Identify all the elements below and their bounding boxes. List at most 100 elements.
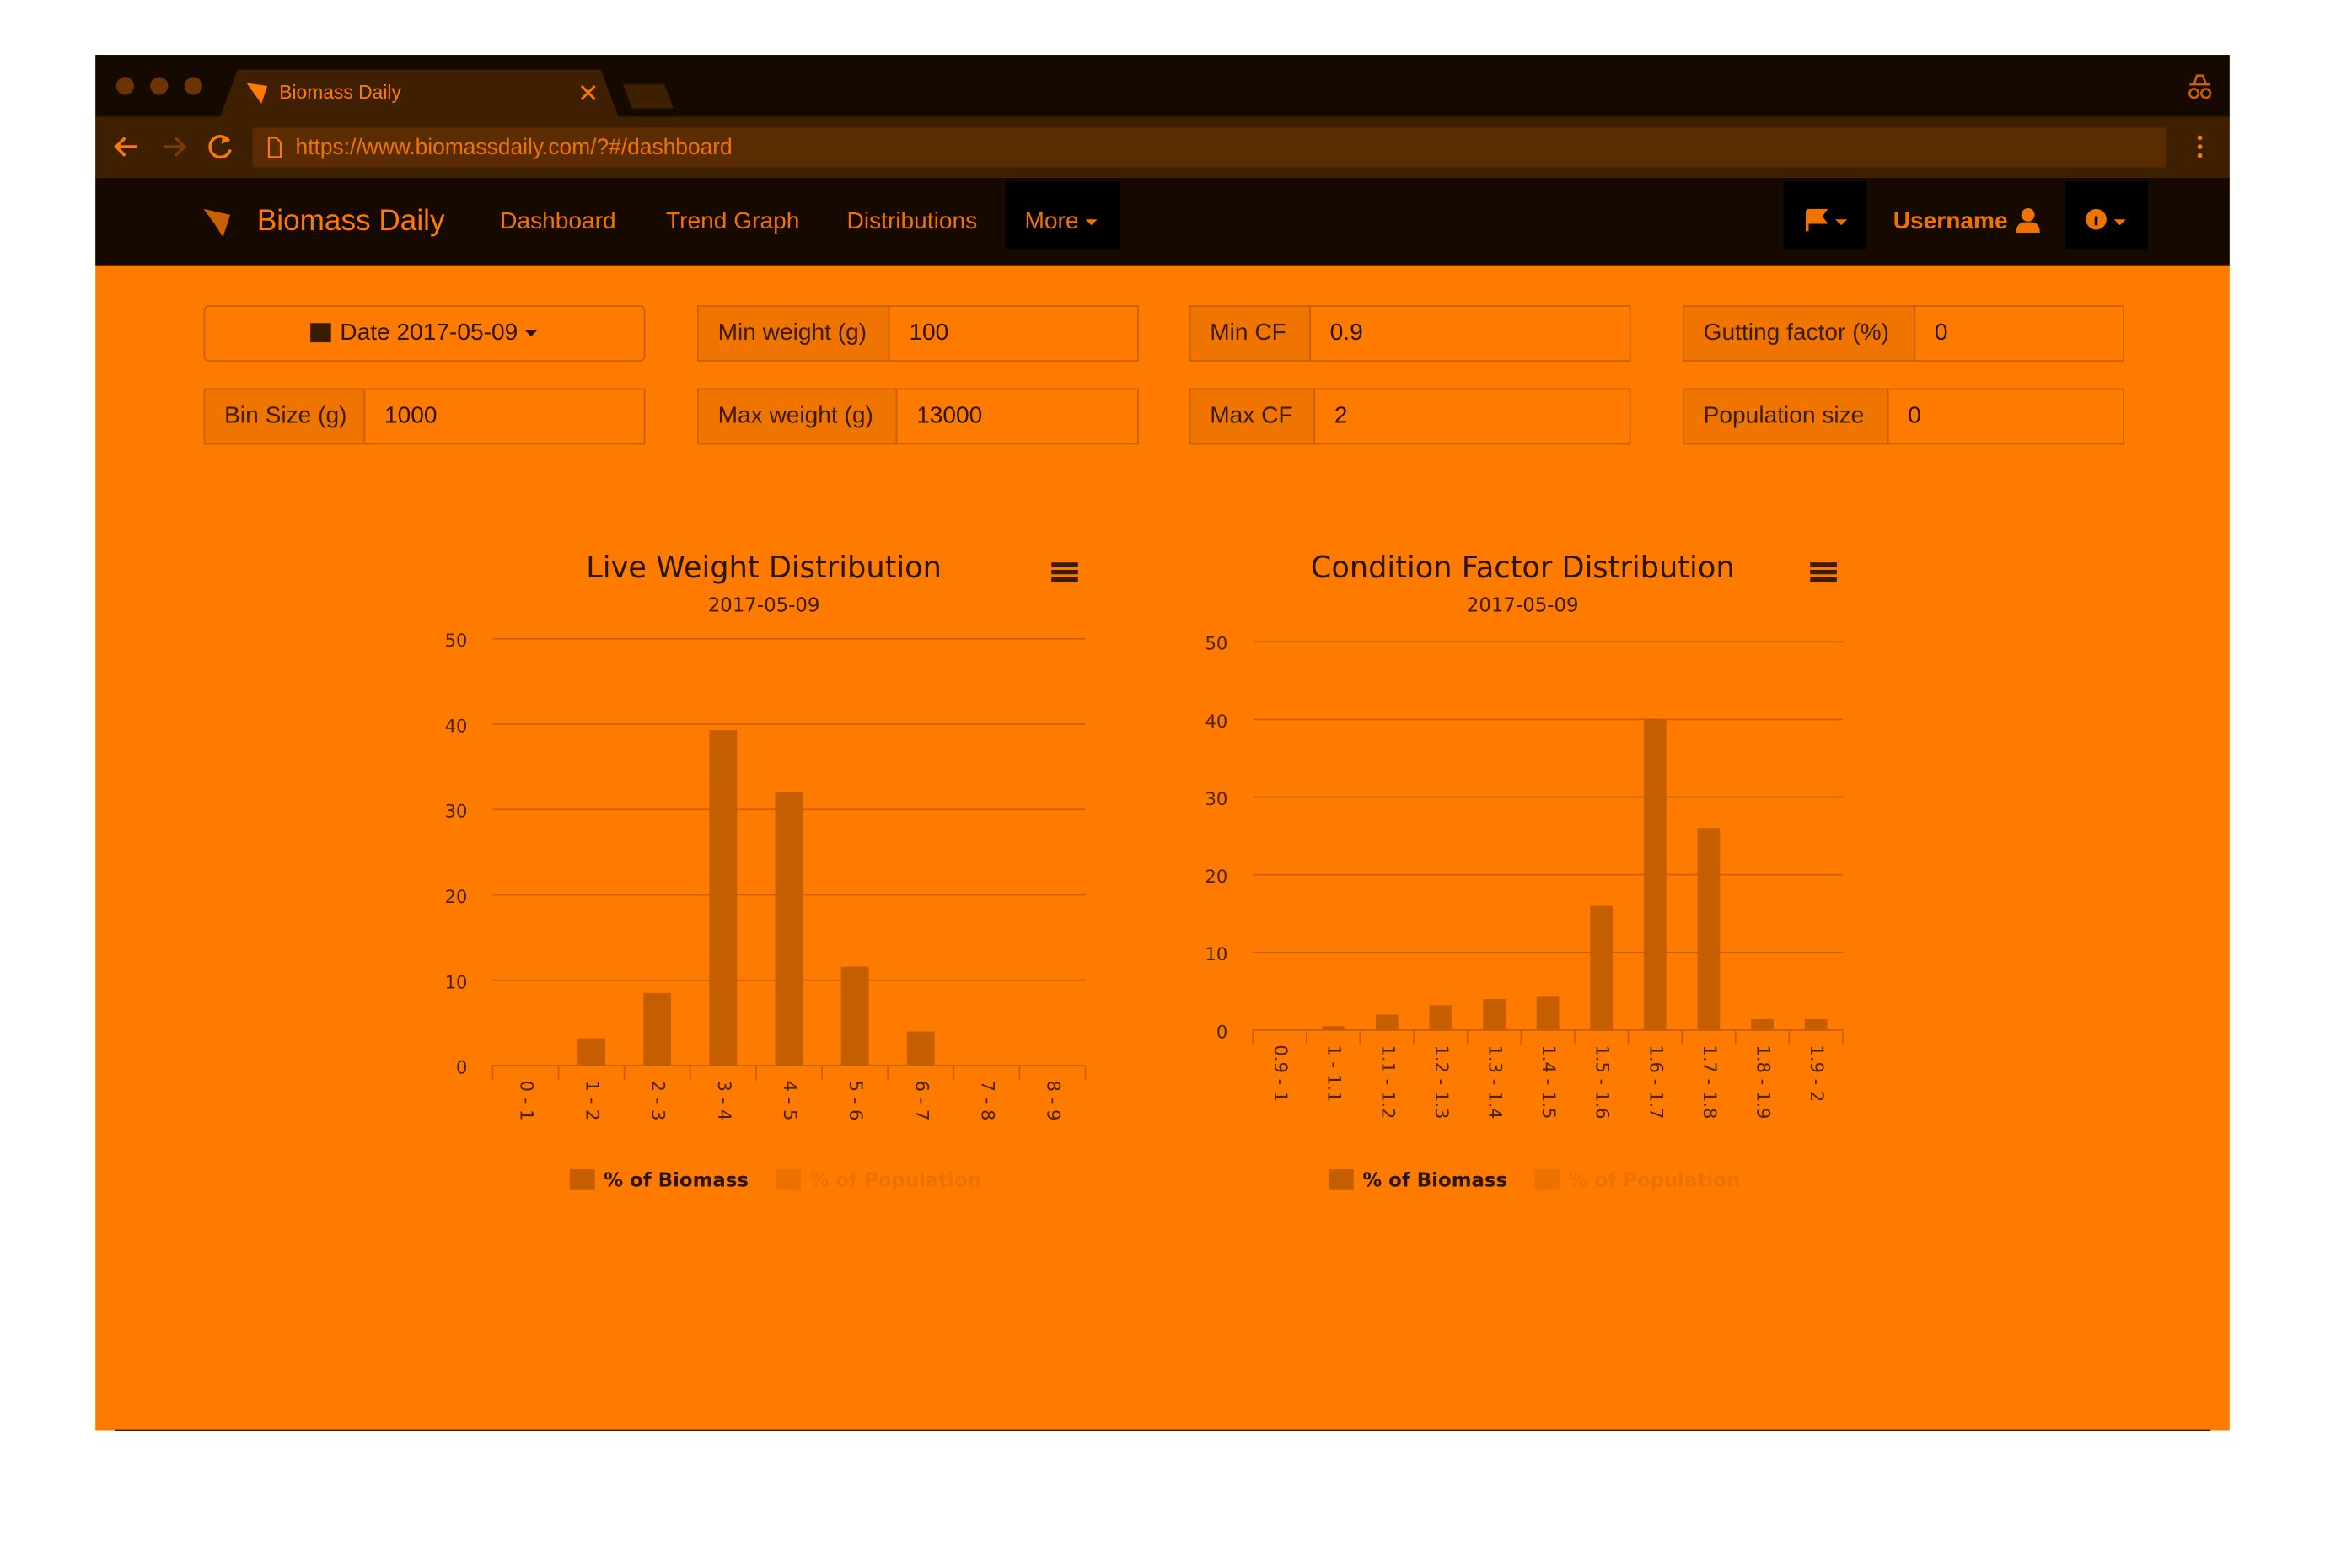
incognito-glasses	[2200, 88, 2212, 99]
input-addon	[1683, 305, 1916, 362]
input-field[interactable]	[1914, 305, 2124, 362]
y-tick-label: 20	[445, 886, 468, 907]
chart-title: Condition Factor Distribution	[1311, 550, 1735, 585]
chart-menu	[1051, 562, 1078, 567]
y-tick-label: 10	[1205, 943, 1228, 964]
reload-button[interactable]	[208, 135, 232, 159]
x-tick-label: 1.5 - 1.6	[1592, 1044, 1614, 1119]
calendar-icon	[310, 323, 331, 343]
input-field[interactable]	[1313, 388, 1631, 445]
incognito-glasses	[2188, 88, 2200, 99]
tab-title: Biomass Daily	[279, 81, 401, 103]
y-tick-label: 50	[445, 630, 468, 651]
x-tick-label: 1.8 - 1.9	[1753, 1044, 1775, 1119]
x-tick-label: 1 - 1.1	[1324, 1044, 1345, 1102]
nav-more: More	[1025, 207, 1079, 234]
window-maximize[interactable]	[184, 77, 202, 95]
nav-link[interactable]: Distributions	[847, 207, 978, 234]
forward-button[interactable]	[164, 137, 187, 157]
more-dropdown[interactable]	[1005, 180, 1120, 250]
info-icon-i	[2094, 216, 2098, 226]
input-label: Max weight (g)	[718, 401, 873, 427]
input-field[interactable]	[1887, 388, 2124, 445]
input-field[interactable]	[363, 388, 646, 445]
address-bar[interactable]	[252, 127, 2167, 168]
chart-menu	[1810, 577, 1837, 583]
x-tick-label: 6 - 7	[911, 1081, 932, 1121]
x-tick-label: 8 - 9	[1044, 1081, 1065, 1121]
reload-arrow	[221, 134, 231, 144]
page-icon	[267, 137, 282, 158]
input-addon	[696, 305, 890, 362]
x-tick-label: 4 - 5	[780, 1081, 801, 1121]
nav-link[interactable]: Trend Graph	[666, 207, 799, 234]
brand[interactable]: Biomass Daily	[257, 204, 445, 237]
input-label: Population size	[1704, 401, 1865, 427]
flag-icon	[1805, 208, 1828, 232]
y-tick-label: 0	[456, 1057, 467, 1078]
window-close[interactable]	[115, 77, 134, 95]
tab[interactable]	[219, 69, 619, 117]
legend-label[interactable]: % of Population	[1569, 1170, 1740, 1192]
legend-swatch	[1328, 1169, 1354, 1190]
input-addon	[1683, 388, 1889, 445]
menu-dot	[2197, 153, 2203, 158]
bar	[709, 730, 738, 1066]
x-tick-label: 1.9 - 2	[1807, 1044, 1828, 1102]
y-tick-label: 30	[445, 801, 468, 822]
caret	[1835, 219, 1848, 226]
legend-swatch	[569, 1169, 595, 1190]
legend-label[interactable]: % of Biomass	[1362, 1170, 1507, 1192]
info-dropdown[interactable]	[2065, 180, 2149, 250]
bar	[1536, 996, 1560, 1030]
y-tick-label: 10	[445, 971, 468, 992]
legend-swatch	[776, 1169, 802, 1190]
chart-menu	[1051, 569, 1078, 575]
input-label: Gutting factor (%)	[1704, 319, 1889, 345]
caret	[1085, 219, 1098, 226]
input-label: Min CF	[1210, 319, 1286, 345]
user-icon	[2021, 208, 2035, 222]
chart-menu	[1810, 569, 1837, 575]
bar	[1483, 998, 1506, 1030]
input-value: 13000	[916, 401, 982, 427]
date-button[interactable]	[203, 305, 646, 362]
input-value: 0.9	[1330, 319, 1363, 345]
tab-close[interactable]	[580, 84, 596, 100]
x-tick-label: 0 - 1	[516, 1081, 537, 1121]
new-tab[interactable]	[623, 84, 674, 109]
bar	[1429, 1005, 1452, 1030]
y-tick-label: 50	[1205, 633, 1228, 654]
bar	[1643, 719, 1667, 1030]
legend-label[interactable]: % of Biomass	[604, 1170, 749, 1192]
window-minimize[interactable]	[150, 77, 169, 95]
input-field[interactable]	[888, 305, 1139, 362]
input-addon	[696, 388, 898, 445]
chart-subtitle: 2017-05-09	[1467, 595, 1579, 617]
x-tick-label: 2 - 3	[648, 1081, 669, 1121]
input-value: 0	[1908, 401, 1921, 427]
legend-label[interactable]: % of Population	[810, 1170, 981, 1192]
x-tick-label: 0.9 - 1	[1270, 1044, 1291, 1102]
nav-link[interactable]: Dashboard	[500, 207, 616, 234]
input-value: 100	[909, 319, 948, 345]
back-button[interactable]	[114, 137, 137, 157]
input-field[interactable]	[1309, 305, 1631, 362]
username[interactable]: Username	[1893, 207, 2008, 234]
legend-swatch	[1534, 1169, 1560, 1190]
x-tick-label: 7 - 8	[977, 1081, 998, 1121]
menu-dot[interactable]	[2197, 135, 2203, 141]
y-tick-label: 40	[1205, 711, 1228, 732]
input-value: 1000	[384, 401, 438, 427]
y-tick-label: 0	[1216, 1021, 1227, 1042]
x-tick-label: 1.2 - 1.3	[1431, 1044, 1452, 1119]
flag-dropdown[interactable]	[1783, 180, 1867, 250]
chart-title: Live Weight Distribution	[586, 550, 942, 585]
caret	[2113, 219, 2126, 226]
bar	[1322, 1026, 1345, 1030]
incognito-icon	[2189, 74, 2210, 86]
input-addon	[203, 388, 366, 445]
input-field[interactable]	[895, 388, 1139, 445]
bar	[1751, 1018, 1774, 1030]
